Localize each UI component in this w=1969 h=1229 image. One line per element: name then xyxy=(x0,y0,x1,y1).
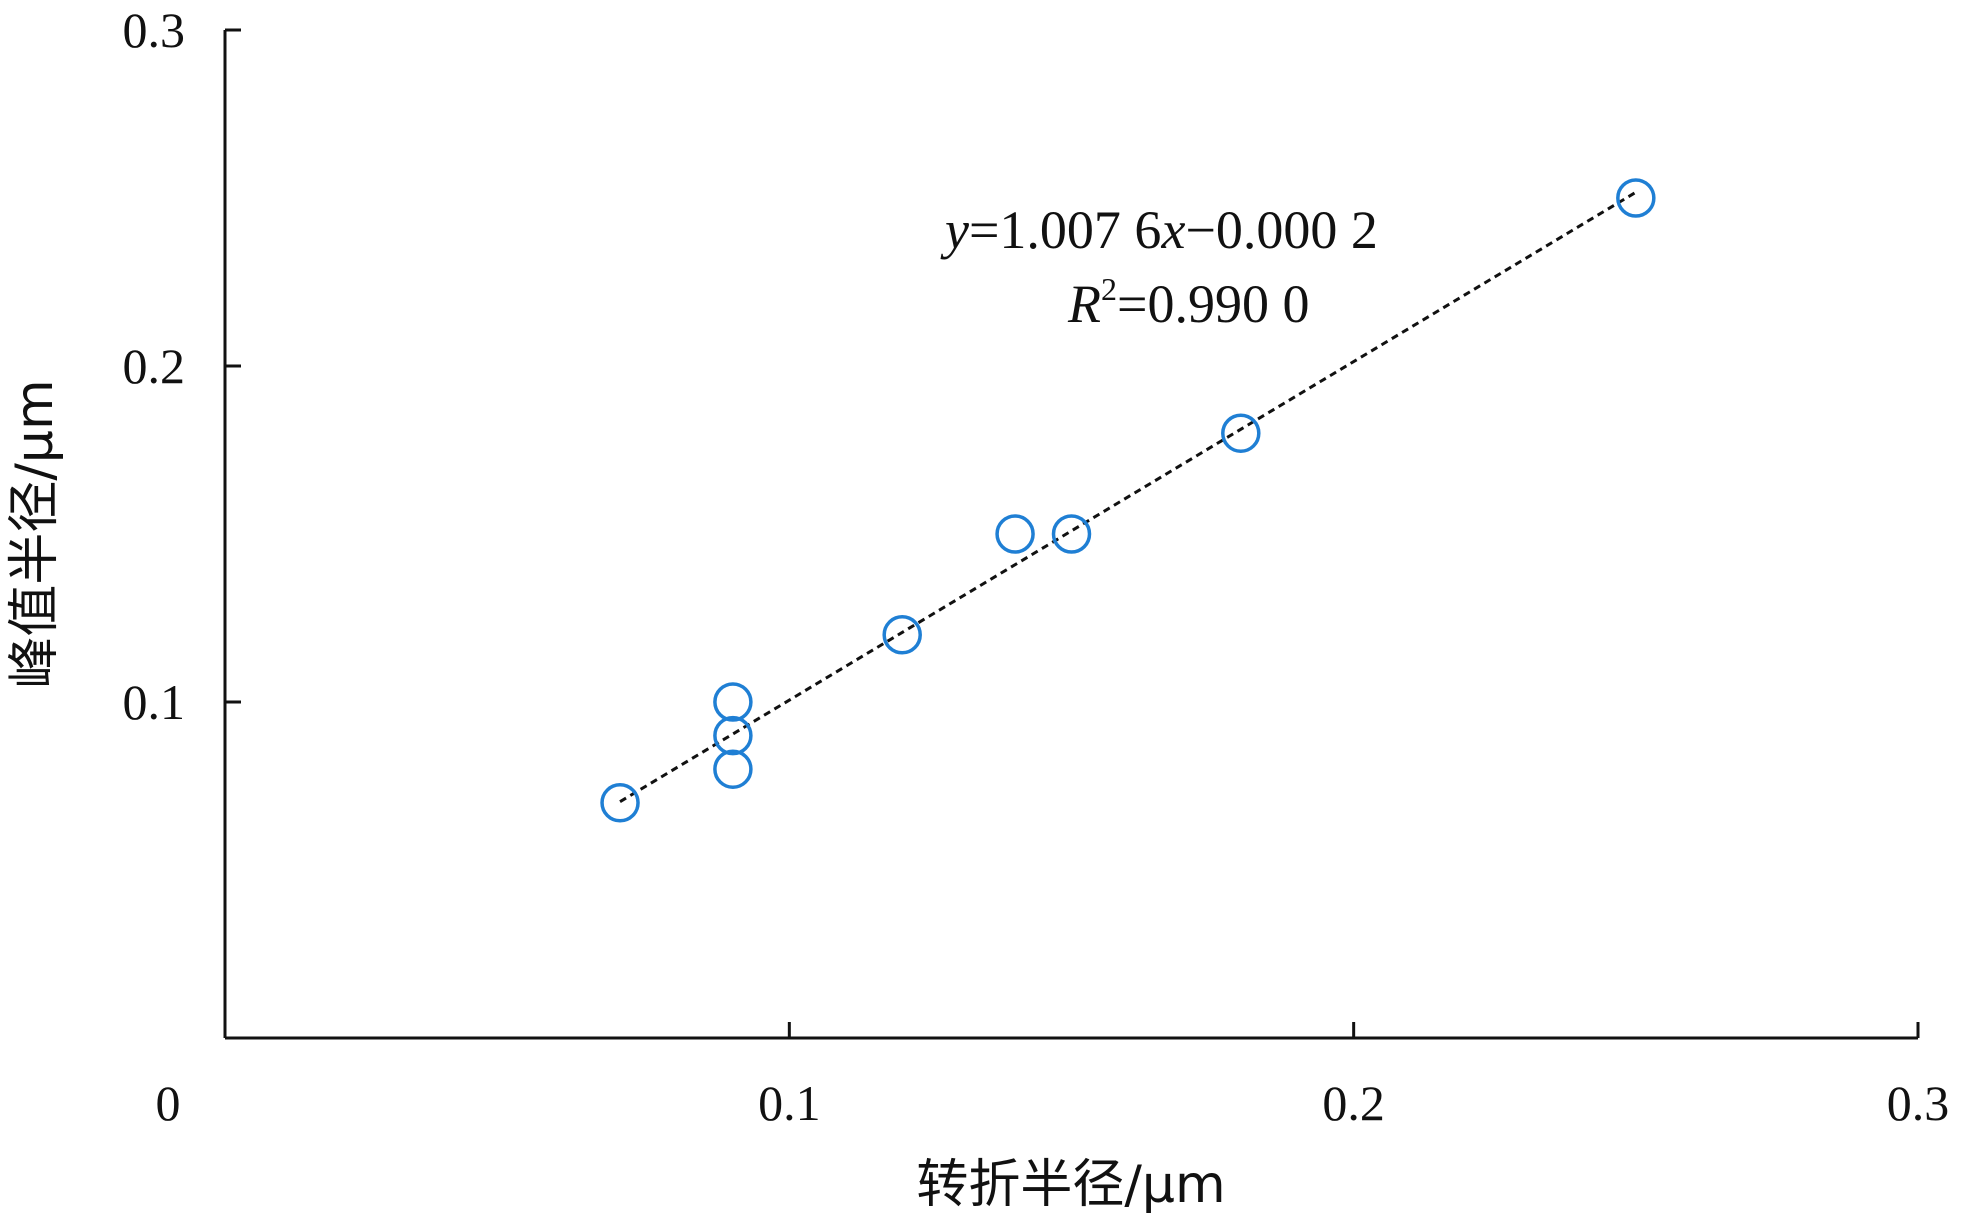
axes xyxy=(223,30,1918,1040)
origin-label: 0 xyxy=(156,1075,181,1131)
r-symbol: R xyxy=(1067,274,1101,334)
r-exponent: 2 xyxy=(1101,271,1117,307)
data-point xyxy=(600,783,640,823)
data-point xyxy=(995,514,1035,554)
x-axis-title: 转折半径/μm xyxy=(916,1155,1225,1215)
y-axis-title: 峰值半径/μm xyxy=(5,379,65,688)
y-tick-label: 0.2 xyxy=(123,338,186,394)
r-value: =0.990 0 xyxy=(1117,274,1309,334)
equation-part-1: =1.007 6 xyxy=(969,200,1161,260)
x-tick-label: 0.1 xyxy=(758,1075,821,1131)
equation-y-symbol: y xyxy=(940,200,969,260)
tick-labels: 0.1 0.2 0.3 0.1 0.2 0.3 xyxy=(123,2,1950,1131)
data-point xyxy=(1051,514,1092,554)
y-tick-label: 0.3 xyxy=(123,2,186,58)
data-point xyxy=(1616,178,1656,218)
data-point xyxy=(713,749,753,789)
data-point xyxy=(713,682,753,722)
x-tick-label: 0.2 xyxy=(1322,1075,1385,1131)
x-tick-label: 0.3 xyxy=(1887,1075,1950,1131)
y-tick-label: 0.1 xyxy=(123,674,186,730)
r-squared: R2=0.990 0 xyxy=(1067,271,1309,334)
equation-part-2: −0.000 2 xyxy=(1185,200,1377,260)
equation-x-symbol: x xyxy=(1160,200,1185,260)
trendline xyxy=(619,191,1637,803)
ticks xyxy=(225,28,1920,1038)
trendline-equation: y=1.007 6x−0.000 2 xyxy=(940,200,1378,260)
data-points xyxy=(600,178,1656,823)
data-point xyxy=(1221,413,1261,453)
data-point xyxy=(882,615,922,655)
data-point xyxy=(713,715,753,756)
